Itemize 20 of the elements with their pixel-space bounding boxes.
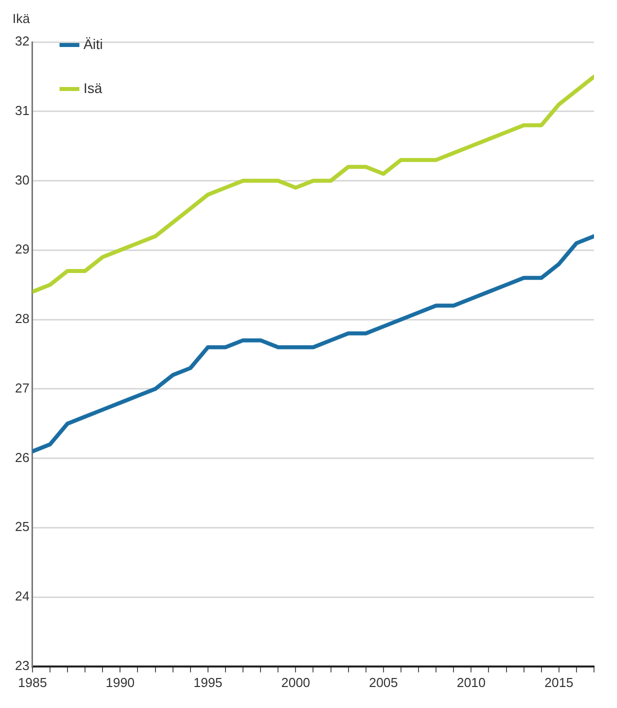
y-tick-label: 24	[14, 588, 30, 604]
x-tick-label: 1990	[106, 674, 135, 690]
y-axis-title: Ikä	[12, 11, 31, 26]
x-tick-label: 2000	[281, 674, 310, 690]
x-tick-label: 2005	[368, 674, 398, 690]
y-tick-label: 32	[14, 34, 30, 49]
x-tick-label: 1995	[193, 674, 222, 690]
y-tick-label: 25	[14, 519, 30, 534]
x-tick-label: 1985	[18, 674, 47, 690]
y-tick-label: 26	[14, 450, 30, 465]
y-tick-label: 28	[14, 311, 30, 326]
y-tick-label: 31	[14, 102, 30, 118]
x-tick-label: 2015	[544, 674, 574, 690]
y-tick-label: 30	[14, 172, 30, 188]
x-tick-label: 2010	[456, 674, 486, 690]
legend-label: Äiti	[83, 36, 103, 52]
y-tick-label: 23	[14, 658, 30, 673]
y-tick-label: 29	[14, 242, 30, 257]
legend-label: Isä	[83, 80, 102, 96]
y-tick-label: 27	[14, 380, 30, 396]
